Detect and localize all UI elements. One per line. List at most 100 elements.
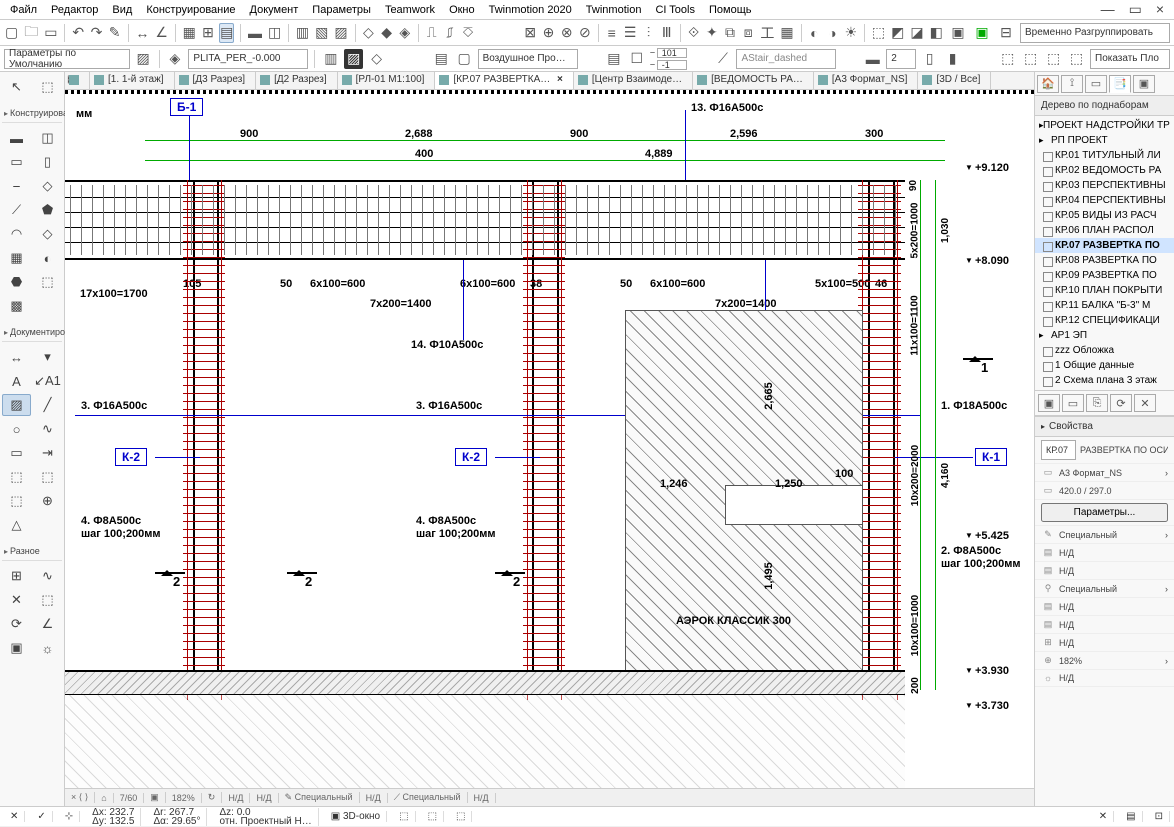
x4-icon[interactable]: ⊘ (578, 23, 592, 43)
view-tab-0[interactable]: [1. 1-й этаж] (90, 72, 175, 89)
hatch2-icon[interactable]: ▧ (314, 23, 329, 43)
ext4-icon[interactable]: ⬚ (1067, 49, 1086, 69)
new-icon[interactable]: ▢ (4, 23, 19, 43)
x1-icon[interactable]: ⊠ (523, 23, 537, 43)
line-style-icon[interactable]: ⟋ (714, 49, 733, 69)
strip-nav[interactable]: × ⟨ ⟩ (65, 792, 95, 803)
story-icon[interactable]: ▤ (604, 49, 623, 69)
tree-item-11[interactable]: КР.12 СПЕЦИФИКАЦИ (1035, 313, 1174, 328)
fill3-icon[interactable]: ◇ (367, 49, 386, 69)
sb-r2-icon[interactable]: ▤ (1120, 811, 1142, 822)
tree-sub1[interactable]: РП ПРОЕКТ (1035, 133, 1174, 148)
shell-tool[interactable]: ◠ (2, 223, 31, 245)
grp2-icon[interactable]: ▣ (972, 23, 992, 43)
p2-icon[interactable]: ◩ (890, 23, 905, 43)
align2-icon[interactable]: ▮ (943, 49, 962, 69)
design-tools-header[interactable]: Конструирова (2, 104, 62, 123)
t4-icon[interactable]: ⧈ (741, 23, 755, 43)
fill-tool[interactable]: ▨ (2, 394, 31, 416)
tree-item-2[interactable]: КР.03 ПЕРСПЕКТИВНЫ (1035, 178, 1174, 193)
tree-act5-icon[interactable]: ✕ (1134, 394, 1156, 412)
text-tool[interactable]: A (2, 370, 31, 392)
view-tab-8[interactable]: [3D / Все] (918, 72, 991, 89)
nav-tab-project-icon[interactable]: 🏠 (1037, 75, 1059, 93)
num1-input[interactable] (657, 48, 687, 58)
grid-icon[interactable]: ▦ (182, 23, 197, 43)
roof-tool[interactable]: ⬟ (33, 199, 62, 221)
p1-icon[interactable]: ⬚ (871, 23, 886, 43)
strip-home-icon[interactable]: ⌂ (95, 793, 113, 803)
circle-tool[interactable]: ○ (2, 418, 31, 440)
tree-act4-icon[interactable]: ⟳ (1110, 394, 1132, 412)
nav-tab-layout-icon[interactable]: ▭ (1085, 75, 1107, 93)
hatch3-icon[interactable]: ▨ (333, 23, 348, 43)
sb-i1-icon[interactable]: ⬚ (393, 811, 415, 822)
str4-icon[interactable]: Ⅲ (660, 23, 674, 43)
tree-item-8[interactable]: КР.09 РАЗВЕРТКА ПО (1035, 268, 1174, 283)
t3-icon[interactable]: ⧉ (723, 23, 737, 43)
stair-tool[interactable]: ⟋ (2, 199, 31, 221)
t1-icon[interactable]: ⟐ (687, 23, 701, 43)
ext2-icon[interactable]: ⬚ (1021, 49, 1040, 69)
nav-tree[interactable]: ПРОЕКТ НАДСТРОЙКИ ТР РП ПРОЕКТ КР.01 ТИТ… (1035, 116, 1174, 390)
slab-tool[interactable]: ◇ (33, 175, 62, 197)
show-floor-button[interactable]: Показать Пло (1090, 49, 1170, 69)
tree-item2-2[interactable]: 2 Схема плана 3 этаж (1035, 373, 1174, 388)
angle2-tool[interactable]: ∠ (33, 613, 62, 635)
object-tool[interactable]: ⬣ (2, 271, 31, 293)
floor-icon[interactable]: ▤ (432, 49, 451, 69)
x3-icon[interactable]: ⊗ (560, 23, 574, 43)
polyline-tool[interactable]: ∿ (33, 418, 62, 440)
tree-item-7[interactable]: КР.08 РАЗВЕРТКА ПО (1035, 253, 1174, 268)
level-tool[interactable]: ▾ (33, 346, 62, 368)
tab-home-icon[interactable]: ▤ (65, 72, 90, 89)
link-top-icon[interactable]: ⎯ (650, 47, 655, 58)
dim-icon[interactable]: ↔ (134, 23, 150, 43)
tree-act2-icon[interactable]: ▭ (1062, 394, 1084, 412)
nav-tab-pub-icon[interactable]: ▣ (1133, 75, 1155, 93)
beam-tool[interactable]: ⎯ (2, 175, 31, 197)
menu-view[interactable]: Вид (106, 2, 138, 18)
menu-window[interactable]: Окно (443, 2, 481, 18)
floor2-icon[interactable]: ▢ (455, 49, 474, 69)
menu-help[interactable]: Помощь (703, 2, 758, 18)
t6-icon[interactable]: ▦ (779, 23, 794, 43)
t5-icon[interactable]: 工 (759, 23, 775, 43)
view-tab-3[interactable]: [РЛ-01 М1:100] (338, 72, 436, 89)
floor-select[interactable]: Воздушное Про… (478, 49, 578, 69)
t2-icon[interactable]: ✦ (705, 23, 719, 43)
menu-options[interactable]: Параметры (306, 2, 377, 18)
drawing-canvas[interactable]: 900 2,688 900 2,596 300 400 4,889 Б-1 13… (65, 90, 1034, 788)
sb-icon2[interactable]: ✓ (31, 811, 52, 822)
pr-txt-0[interactable]: Специальный (1059, 530, 1117, 540)
pencil-icon[interactable]: ✎ (108, 23, 122, 43)
tree-act3-icon[interactable]: ⎘ (1086, 394, 1108, 412)
document-tools-header[interactable]: Документиро (2, 323, 62, 342)
prop-code[interactable]: КР.07 (1041, 440, 1076, 460)
tree-act1-icon[interactable]: ▣ (1038, 394, 1060, 412)
wt-tool[interactable]: ⬚ (2, 490, 31, 512)
pen-icon[interactable]: ▬ (863, 49, 882, 69)
menu-twin2020[interactable]: Twinmotion 2020 (483, 2, 578, 18)
angle-icon[interactable]: ∠ (154, 23, 169, 43)
tree-item-10[interactable]: КР.11 БАЛКА "Б-3" М (1035, 298, 1174, 313)
mep1-icon[interactable]: ⎍ (425, 23, 439, 43)
ie-tool[interactable]: ⬚ (33, 466, 62, 488)
lamp-tool[interactable]: ☼ (33, 637, 62, 659)
x2-icon[interactable]: ⊕ (541, 23, 555, 43)
tree-item-6[interactable]: КР.07 РАЗВЕРТКА ПО (1035, 238, 1174, 253)
open-icon[interactable]: 🗀 (23, 23, 39, 43)
curtain-tool[interactable]: ▦ (2, 247, 31, 269)
view-tab-2[interactable]: [Д2 Разрез] (256, 72, 338, 89)
x-tool[interactable] (33, 295, 62, 317)
tree-item-9[interactable]: КР.10 ПЛАН ПОКРЫТИ (1035, 283, 1174, 298)
menu-design[interactable]: Конструирование (140, 2, 241, 18)
align1-icon[interactable]: ▯ (920, 49, 939, 69)
view-tab-7[interactable]: [A3 Формат_NS] (814, 72, 919, 89)
str3-icon[interactable]: ⫶ (641, 23, 655, 43)
tree-item2-0[interactable]: zzz Обложка (1035, 343, 1174, 358)
mep3-icon[interactable]: ⎏ (461, 23, 475, 43)
ungroup-button[interactable]: Временно Разгруппировать (1020, 23, 1170, 43)
drawing-tool[interactable]: ▭ (2, 442, 31, 464)
pen-num-input[interactable] (886, 49, 916, 69)
